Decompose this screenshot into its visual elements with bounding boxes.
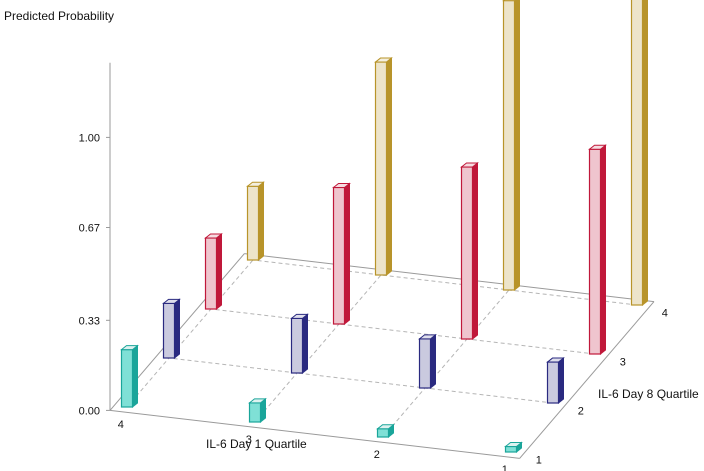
bar-side-face bbox=[132, 344, 138, 409]
bar-top-face bbox=[588, 144, 607, 150]
bar-top-face bbox=[376, 424, 395, 430]
bar-top-face bbox=[460, 162, 479, 168]
bar bbox=[502, 0, 520, 292]
bar-side-face bbox=[430, 333, 436, 390]
x-tick-label: 1 bbox=[502, 464, 508, 471]
bar-side-face bbox=[302, 313, 308, 375]
bar-front-face bbox=[460, 166, 474, 340]
z-axis-title: IL-6 Day 8 Quartile bbox=[598, 387, 699, 401]
y-tick-label: 0.33 bbox=[79, 315, 100, 327]
x-tick-label: 3 bbox=[246, 434, 252, 446]
y-tick-label: 0.67 bbox=[79, 222, 100, 234]
bar-side-face bbox=[216, 232, 222, 311]
z-tick-label: 1 bbox=[536, 455, 542, 467]
bar-front-face bbox=[376, 428, 390, 438]
floor-grid-row bbox=[210, 308, 596, 355]
bar bbox=[418, 333, 437, 390]
floor-grid-row bbox=[168, 357, 554, 404]
floor-grid-col bbox=[254, 274, 382, 423]
bar-front-face bbox=[290, 317, 304, 374]
bar-side-face bbox=[600, 144, 606, 356]
bar-front-face bbox=[418, 338, 432, 389]
bar-side-face bbox=[174, 298, 180, 360]
bar-top-face bbox=[418, 334, 437, 340]
bar bbox=[374, 57, 393, 277]
chart-grid bbox=[126, 259, 638, 438]
bar-side-face bbox=[258, 181, 264, 262]
bar bbox=[332, 182, 351, 326]
z-tick-label: 2 bbox=[578, 406, 584, 418]
bar-side-face bbox=[386, 57, 392, 277]
y-tick-label: 1.00 bbox=[79, 132, 100, 144]
bar-top-face bbox=[204, 233, 223, 239]
bar-side-face bbox=[514, 0, 520, 292]
y-tick-label: 0.00 bbox=[79, 405, 100, 417]
bar bbox=[162, 298, 181, 360]
bar-front-face bbox=[332, 186, 346, 325]
bar-front-face bbox=[162, 302, 176, 359]
z-tick-label: 4 bbox=[662, 308, 668, 320]
bar-front-face bbox=[204, 237, 218, 310]
bar bbox=[460, 161, 479, 341]
floor-grid-col bbox=[126, 259, 254, 408]
bar-top-face bbox=[502, 0, 517, 2]
bar-top-face bbox=[246, 181, 265, 187]
bar bbox=[504, 441, 523, 454]
bar-top-face bbox=[248, 398, 267, 404]
x-axis-title: IL-6 Day 1 Quartile bbox=[206, 437, 307, 451]
bar-side-face bbox=[472, 161, 478, 341]
y-axis-title: Predicted Probability bbox=[4, 9, 114, 23]
chart-labels: Predicted Probability IL-6 Day 1 Quartil… bbox=[4, 9, 699, 471]
z-tick-label: 3 bbox=[620, 357, 626, 369]
bar bbox=[588, 144, 607, 356]
bar-front-face bbox=[246, 185, 260, 261]
z-axis-line bbox=[519, 301, 655, 459]
bar-front-face bbox=[504, 445, 518, 453]
bar-top-face bbox=[374, 57, 393, 63]
bar bbox=[376, 423, 395, 439]
bar-front-face bbox=[502, 0, 516, 291]
bar-side-face bbox=[642, 0, 648, 307]
floor-back-edge bbox=[244, 253, 655, 303]
x-tick-label: 4 bbox=[118, 419, 124, 431]
bar bbox=[120, 344, 139, 409]
bar-top-face bbox=[332, 183, 351, 188]
bar-front-face bbox=[588, 148, 602, 355]
bar-front-face bbox=[248, 402, 262, 423]
bar-front-face bbox=[374, 61, 388, 276]
bar bbox=[290, 313, 309, 375]
bar-top-face bbox=[290, 313, 309, 319]
bar-top-face bbox=[120, 345, 139, 351]
bar-side-face bbox=[558, 357, 564, 405]
bar-front-face bbox=[120, 349, 134, 408]
bar bbox=[248, 397, 267, 424]
bar bbox=[630, 0, 648, 307]
x-tick-label: 2 bbox=[374, 449, 380, 461]
chart-bars bbox=[120, 0, 648, 454]
bar-top-face bbox=[162, 298, 181, 304]
bar bbox=[246, 181, 265, 262]
bar-front-face bbox=[630, 0, 644, 306]
x-axis-line bbox=[109, 409, 520, 459]
bar-side-face bbox=[344, 182, 350, 326]
floor-grid-col bbox=[382, 289, 510, 438]
bar bbox=[546, 357, 565, 405]
floor-grid-row bbox=[252, 259, 638, 306]
bar-top-face bbox=[504, 442, 523, 448]
bar-top-face bbox=[546, 357, 565, 363]
bar bbox=[204, 232, 223, 311]
bar-front-face bbox=[546, 361, 560, 404]
